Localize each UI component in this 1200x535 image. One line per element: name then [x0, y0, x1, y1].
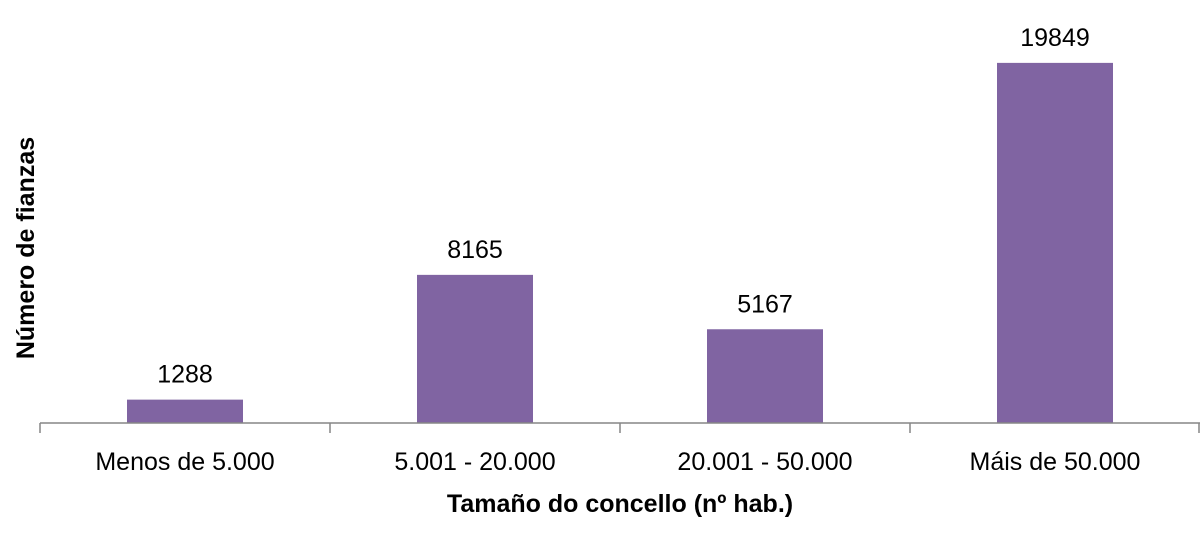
data-label: 8165: [447, 236, 503, 264]
x-tick-label: Máis de 50.000: [970, 448, 1141, 476]
bars-group: [127, 62, 1113, 424]
bar: [127, 399, 243, 423]
data-label: 1288: [157, 361, 213, 389]
data-labels-group: 1288 8165 5167 19849: [157, 24, 1090, 389]
bar: [417, 274, 533, 423]
x-tick-label: Menos de 5.000: [95, 448, 274, 476]
x-tick-label: 20.001 - 50.000: [677, 448, 852, 476]
bar: [997, 62, 1113, 424]
x-axis: [39, 422, 1200, 433]
x-tick-label: 5.001 - 20.000: [394, 448, 555, 476]
data-label: 19849: [1020, 24, 1090, 52]
x-tick-labels-group: Menos de 5.000 5.001 - 20.000 20.001 - 50.…: [95, 448, 1140, 476]
bar: [707, 329, 823, 423]
x-axis-title: Tamaño do concello (nº hab.): [447, 490, 793, 518]
y-axis-title: Número de fianzas: [12, 137, 40, 359]
data-label: 5167: [737, 290, 793, 318]
